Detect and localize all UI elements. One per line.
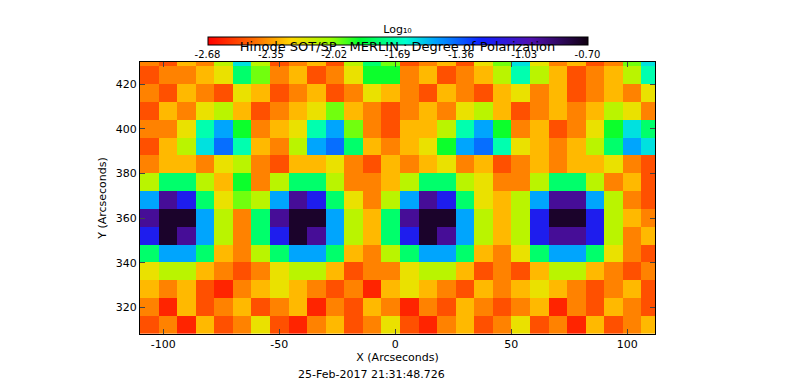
svg-text:-2.02: -2.02 <box>321 49 347 60</box>
svg-text:-2.35: -2.35 <box>258 49 284 60</box>
svg-text:-0.70: -0.70 <box>575 49 601 60</box>
svg-text:Y (Arcseconds): Y (Arcseconds) <box>96 157 109 240</box>
svg-text:-50: -50 <box>270 338 288 351</box>
svg-text:-1.36: -1.36 <box>448 49 474 60</box>
svg-text:320: 320 <box>116 301 137 314</box>
svg-text:0: 0 <box>392 338 399 351</box>
svg-text:25-Feb-2017 21:31:48.726: 25-Feb-2017 21:31:48.726 <box>298 368 445 381</box>
svg-text:360: 360 <box>116 212 137 225</box>
svg-text:Log₁₀: Log₁₀ <box>383 23 412 36</box>
svg-text:-1.03: -1.03 <box>511 49 537 60</box>
svg-text:Hinode SOT/SP - MERLIN : Degre: Hinode SOT/SP - MERLIN : Degree of Polar… <box>240 39 555 54</box>
svg-text:420: 420 <box>116 78 137 91</box>
svg-text:380: 380 <box>116 167 137 180</box>
svg-text:X (Arcseconds): X (Arcseconds) <box>356 351 438 364</box>
svg-text:-100: -100 <box>151 338 176 351</box>
svg-text:-1.69: -1.69 <box>385 49 411 60</box>
svg-text:-2.68: -2.68 <box>195 49 221 60</box>
svg-text:50: 50 <box>504 338 518 351</box>
svg-text:340: 340 <box>116 257 137 270</box>
svg-text:400: 400 <box>116 123 137 136</box>
svg-text:100: 100 <box>617 338 638 351</box>
